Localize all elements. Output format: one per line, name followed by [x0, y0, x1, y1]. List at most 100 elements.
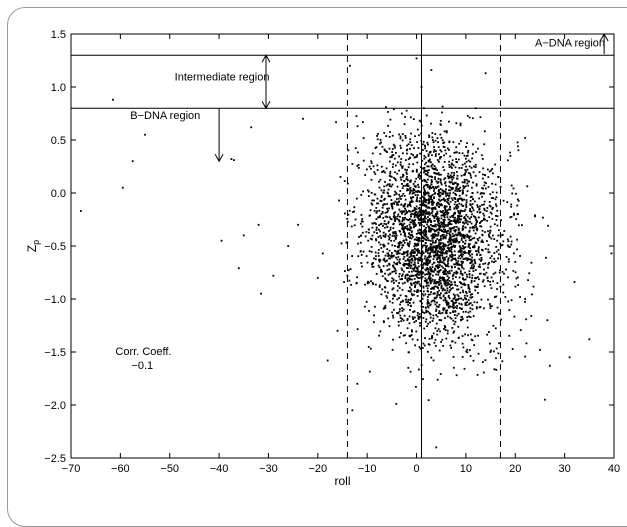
data-point — [382, 307, 385, 310]
data-point — [453, 151, 456, 154]
data-point — [426, 282, 428, 285]
data-point — [409, 299, 412, 301]
data-point — [476, 373, 479, 376]
x-tick-label: 20 — [509, 463, 521, 475]
data-point — [462, 225, 465, 228]
data-point — [428, 247, 431, 250]
data-point — [428, 337, 431, 340]
data-point — [420, 247, 423, 249]
data-point — [416, 280, 419, 283]
data-point — [422, 240, 425, 242]
data-point — [481, 219, 483, 222]
data-point — [389, 226, 392, 229]
data-point — [478, 211, 481, 214]
data-point — [383, 198, 385, 201]
region-arrow-head — [599, 32, 609, 42]
data-point — [411, 267, 414, 270]
data-point — [388, 263, 391, 266]
data-point — [441, 312, 444, 314]
data-point — [400, 158, 403, 160]
data-point — [428, 226, 430, 229]
data-point — [461, 181, 464, 184]
data-point — [434, 206, 437, 209]
data-point — [420, 86, 423, 88]
data-point — [461, 192, 464, 195]
data-point — [445, 273, 448, 276]
data-point — [424, 193, 427, 196]
data-point — [376, 138, 379, 141]
data-point — [418, 219, 420, 222]
data-point — [481, 204, 483, 206]
data-point — [392, 314, 394, 317]
data-point — [473, 165, 475, 168]
data-point — [429, 316, 432, 319]
data-point — [405, 274, 407, 277]
data-point — [457, 205, 460, 208]
data-point — [393, 261, 396, 264]
data-point — [470, 281, 473, 284]
data-point — [394, 190, 397, 193]
region-arrow-head — [261, 54, 271, 63]
data-point — [485, 210, 488, 212]
data-point — [368, 310, 370, 312]
data-point — [441, 252, 444, 255]
data-point — [361, 220, 364, 223]
data-point — [350, 225, 353, 228]
data-point — [454, 230, 457, 233]
data-point — [407, 143, 410, 146]
data-point — [389, 255, 392, 258]
data-point — [413, 209, 416, 212]
data-point — [396, 258, 399, 261]
data-point — [476, 276, 479, 279]
data-point — [340, 242, 343, 245]
data-point — [440, 203, 442, 205]
data-point — [447, 294, 450, 297]
data-point — [454, 189, 457, 192]
data-point — [439, 243, 442, 246]
data-point — [476, 227, 479, 230]
data-point — [347, 149, 350, 152]
data-point — [468, 273, 471, 276]
data-point — [486, 168, 489, 171]
data-point — [425, 258, 428, 261]
data-point — [434, 345, 437, 347]
data-point — [437, 217, 440, 220]
data-point — [394, 146, 396, 149]
data-point — [546, 319, 549, 322]
data-point — [444, 182, 446, 185]
data-point — [422, 306, 425, 308]
data-point — [470, 338, 473, 341]
data-point — [483, 268, 485, 271]
data-point — [480, 259, 482, 262]
data-point — [526, 185, 529, 188]
data-point — [463, 282, 466, 285]
data-point — [434, 297, 437, 300]
data-point — [431, 203, 433, 206]
data-point — [452, 141, 455, 144]
data-point — [433, 201, 435, 204]
data-point — [448, 218, 451, 221]
data-point — [433, 165, 436, 167]
data-point — [426, 289, 429, 292]
data-point — [442, 259, 445, 262]
data-point — [406, 144, 408, 147]
data-point — [448, 185, 451, 188]
data-point — [379, 199, 382, 202]
data-point — [479, 306, 482, 308]
data-point — [399, 161, 402, 164]
data-point — [464, 284, 467, 286]
data-point — [382, 258, 385, 261]
data-point — [445, 269, 448, 272]
data-point — [404, 295, 407, 297]
data-point — [403, 314, 406, 317]
data-point — [459, 234, 462, 237]
data-point — [438, 239, 440, 242]
data-point — [404, 198, 407, 201]
data-point — [468, 251, 471, 253]
data-point — [410, 237, 413, 240]
data-point — [456, 288, 458, 291]
data-point — [471, 277, 474, 279]
data-point — [436, 252, 438, 255]
data-point — [447, 262, 449, 265]
data-point — [442, 299, 445, 302]
